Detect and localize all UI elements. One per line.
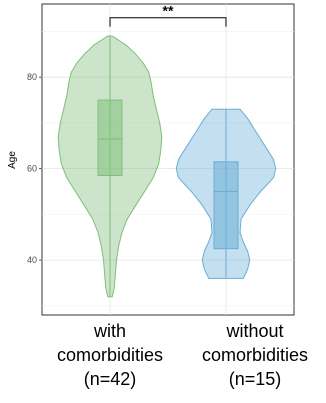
y-tick-label: 40 (27, 255, 37, 265)
box-1 (213, 161, 239, 250)
y-axis: 40 60 80 (27, 72, 42, 265)
x-category-label-line: (n=42) (84, 369, 137, 389)
x-category-label-line: with (93, 321, 126, 341)
x-axis-labels: with comorbidities (n=42) without comorbidit… (57, 321, 308, 389)
x-category-label-line: without (225, 321, 283, 341)
x-category-label-line: (n=15) (229, 369, 282, 389)
box-0 (97, 99, 123, 177)
panel-border (41, 3, 295, 316)
y-tick-label: 60 (27, 164, 37, 174)
bracket-line (109, 17, 227, 27)
x-category-label-line: comorbidities (57, 345, 163, 365)
y-axis-title: Age (7, 151, 18, 169)
violins (57, 35, 277, 298)
x-category-label-line: comorbidities (202, 345, 308, 365)
significance-bracket: ** (109, 3, 227, 27)
significance-label: ** (163, 3, 174, 19)
y-tick-label: 80 (27, 72, 37, 82)
